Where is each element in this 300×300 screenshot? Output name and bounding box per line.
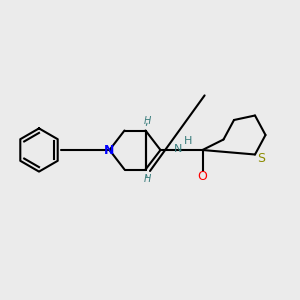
Text: H: H: [143, 116, 151, 126]
Text: H: H: [184, 136, 192, 146]
Text: H: H: [143, 174, 151, 184]
Text: S: S: [257, 152, 265, 165]
Text: N: N: [104, 143, 115, 157]
Text: N: N: [174, 144, 182, 154]
Text: O: O: [198, 170, 207, 183]
